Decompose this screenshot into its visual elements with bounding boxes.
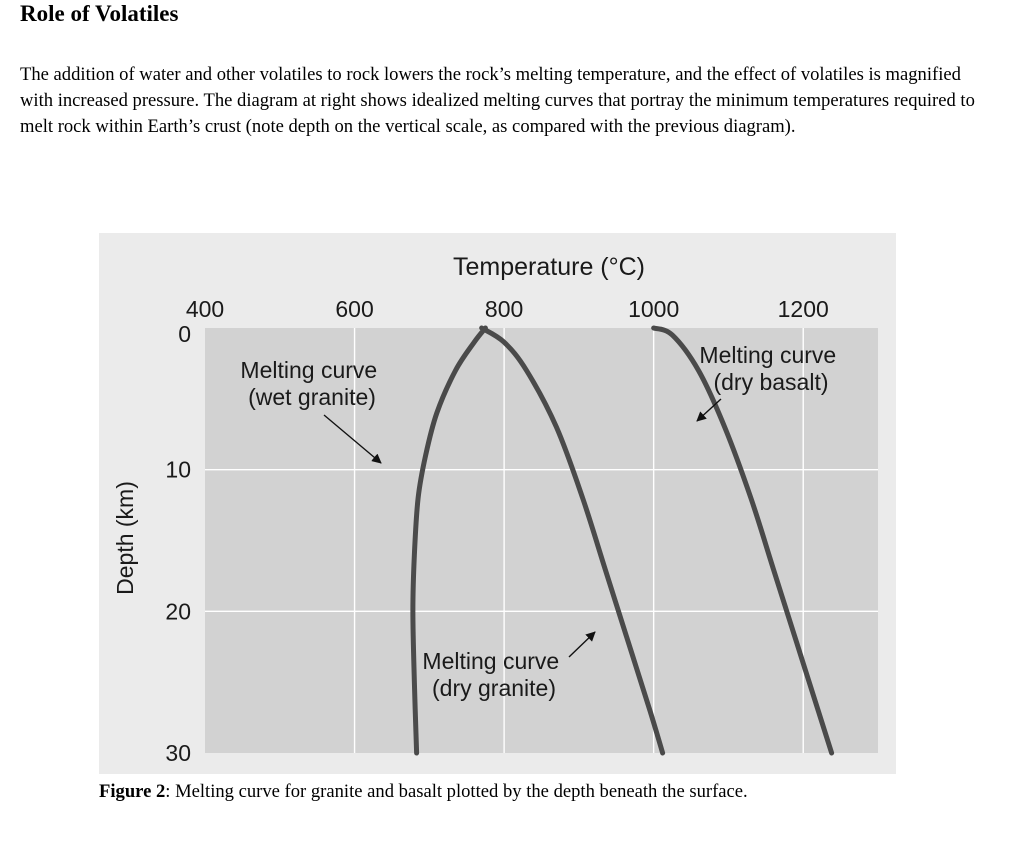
label-dry-granite-line2: (dry granite) xyxy=(432,675,556,701)
curve-dry-granite xyxy=(479,325,666,756)
melting-curve-chart: Temperature (°C) Depth (km) 400 600 800 100… xyxy=(99,233,896,774)
label-dry-basalt-line2: (dry basalt) xyxy=(713,369,828,395)
curve-dry-basalt xyxy=(651,325,835,756)
label-wet-granite-line2: (wet granite) xyxy=(248,384,376,410)
label-dry-granite: Melting curve (dry granite) xyxy=(422,648,565,701)
x-tick-600: 600 xyxy=(335,296,373,322)
x-tick-1200: 1200 xyxy=(778,296,829,322)
x-axis-title: Temperature (°C) xyxy=(453,253,645,281)
y-tick-labels: 0 10 20 30 xyxy=(165,321,191,766)
x-tick-1000: 1000 xyxy=(628,296,679,322)
label-dry-granite-line1: Melting curve xyxy=(422,648,559,674)
x-tick-labels: 400 600 800 1000 1200 xyxy=(186,296,829,322)
intro-paragraph: The addition of water and other volatile… xyxy=(20,64,975,137)
arrow-dry-basalt xyxy=(696,398,722,422)
melting-curve-figure: Temperature (°C) Depth (km) 400 600 800 100… xyxy=(99,233,896,774)
y-tick-30: 30 xyxy=(165,740,191,766)
caption-text: : Melting curve for granite and basalt p… xyxy=(165,781,748,802)
page-title: Role of Volatiles xyxy=(20,1,179,26)
label-dry-basalt-line1: Melting curve xyxy=(699,342,836,368)
label-dry-basalt: Melting curve (dry basalt) xyxy=(699,342,842,395)
y-tick-0: 0 xyxy=(178,321,191,347)
arrow-dry-granite xyxy=(568,631,596,658)
y-tick-10: 10 xyxy=(165,457,191,483)
melting-curves xyxy=(410,325,835,756)
caption-label: Figure 2 xyxy=(99,781,166,802)
figure-caption: Figure 2: Melting curve for granite and … xyxy=(99,780,748,804)
curve-wet-granite xyxy=(410,325,488,756)
x-tick-400: 400 xyxy=(186,296,224,322)
y-tick-20: 20 xyxy=(165,598,191,624)
grid-lines xyxy=(205,328,878,753)
label-wet-granite-line1: Melting curve xyxy=(240,357,377,383)
y-axis-title: Depth (km) xyxy=(112,481,138,595)
x-tick-800: 800 xyxy=(485,296,523,322)
arrow-wet-granite xyxy=(323,414,382,464)
label-wet-granite: Melting curve (wet granite) xyxy=(240,357,383,410)
